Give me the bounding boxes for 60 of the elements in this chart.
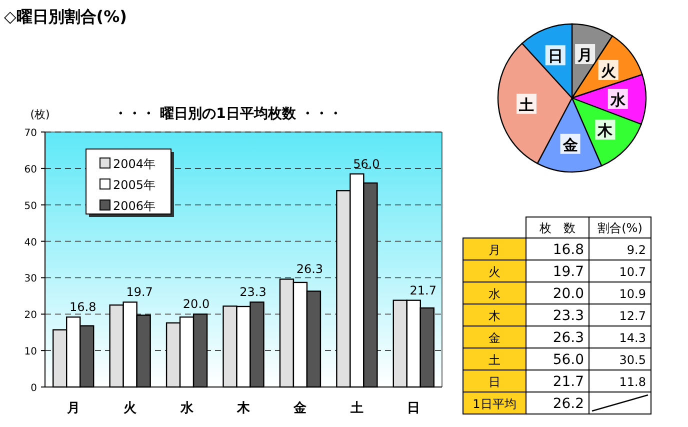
- data-label: 21.7: [552, 374, 584, 390]
- slice-label: 金: [562, 136, 578, 154]
- y-tick-label: 50: [24, 200, 37, 212]
- data-label: 20.0: [182, 297, 210, 312]
- data-label: 12.7: [619, 309, 646, 323]
- chart-title: ◇曜日別割合(%): [4, 7, 127, 26]
- data-label: 30.5: [619, 353, 646, 367]
- data-label: 16.8: [552, 242, 584, 258]
- slice-label: 日: [548, 47, 563, 66]
- y-tick-label: 20: [24, 310, 37, 322]
- x-tick-label: 木: [236, 401, 251, 416]
- category-label: 金: [488, 331, 500, 345]
- category-label: 日: [488, 375, 500, 389]
- data-label: 16.8: [70, 300, 96, 314]
- slice-label: 月: [576, 46, 593, 64]
- y-tick-label: 60: [24, 164, 37, 176]
- data-label: 23.3: [552, 308, 584, 324]
- y-tick-label: 70: [24, 128, 37, 139]
- data-label: 26.3: [552, 330, 584, 346]
- legend-label: 2005年: [113, 178, 156, 192]
- series-label: 割合(%): [598, 221, 642, 235]
- data-label: 56.0: [353, 156, 380, 171]
- data-label: 19.7: [126, 285, 153, 300]
- category-label: 木: [488, 309, 500, 323]
- x-tick-label: 金: [292, 401, 308, 416]
- text: 枚 数: [538, 221, 576, 235]
- data-label: 21.7: [410, 283, 436, 298]
- slice-label: 木: [596, 122, 614, 140]
- data-label: 56.0: [552, 352, 584, 368]
- y-tick-label: 10: [24, 346, 37, 358]
- slice-label: 土: [518, 96, 534, 114]
- x-tick-label: 日: [407, 401, 420, 416]
- slice-label: 火: [600, 62, 617, 80]
- data-label: 9.2: [626, 243, 646, 257]
- category-label: 月: [488, 243, 500, 257]
- data-label: 26.2: [552, 396, 584, 412]
- data-label: 11.8: [619, 375, 646, 389]
- data-label: 26.3: [296, 262, 324, 276]
- category-label: 水: [488, 287, 500, 301]
- data-label: 14.3: [619, 331, 646, 345]
- y-tick-label: 30: [24, 274, 37, 285]
- y-axis-title: (枚): [30, 108, 50, 121]
- x-tick-label: 火: [122, 401, 138, 416]
- category-label: 土: [488, 353, 500, 367]
- data-label: 20.0: [552, 286, 584, 302]
- data-label: 19.7: [552, 264, 584, 280]
- legend-label: 2006年: [113, 199, 156, 213]
- chart-subtitle: ・・・ 曜日別の1日平均枚数 ・・・: [113, 106, 343, 122]
- x-tick-label: 月: [66, 401, 80, 416]
- legend-label: 2004年: [113, 157, 156, 171]
- data-label: 10.9: [619, 287, 646, 301]
- category-label: 火: [488, 265, 500, 279]
- data-label: 23.3: [240, 285, 266, 300]
- y-tick-label: 0: [30, 383, 37, 394]
- x-tick-label: 水: [179, 401, 194, 416]
- x-tick-label: 土: [349, 401, 364, 416]
- category-label: 1日平均: [472, 397, 516, 411]
- data-label: 10.7: [619, 265, 646, 279]
- y-tick-label: 40: [24, 237, 37, 248]
- slice-label: 水: [609, 90, 626, 109]
